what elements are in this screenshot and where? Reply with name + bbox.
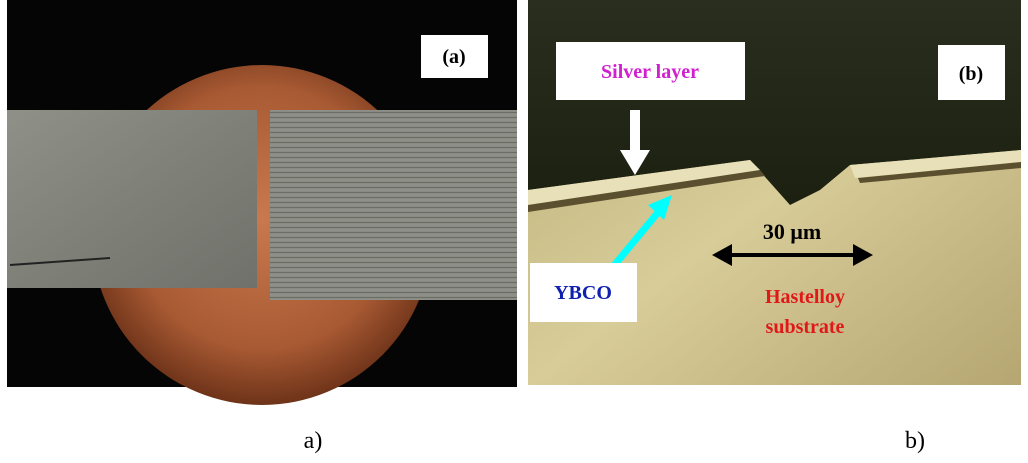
- figure: (a) Silver layer (b) YBCO 30 μm Hastello…: [0, 0, 1028, 463]
- caption: b): [905, 428, 925, 454]
- annotation: substrate: [766, 316, 845, 338]
- panel-label: (a): [442, 46, 465, 68]
- caption: a): [304, 428, 323, 454]
- annotation: Silver layer: [601, 61, 699, 83]
- panel-label: (b): [959, 63, 983, 85]
- scale-label: 30 μm: [763, 219, 821, 244]
- annotation: Hastelloy: [765, 286, 845, 308]
- annotation: YBCO: [554, 282, 612, 304]
